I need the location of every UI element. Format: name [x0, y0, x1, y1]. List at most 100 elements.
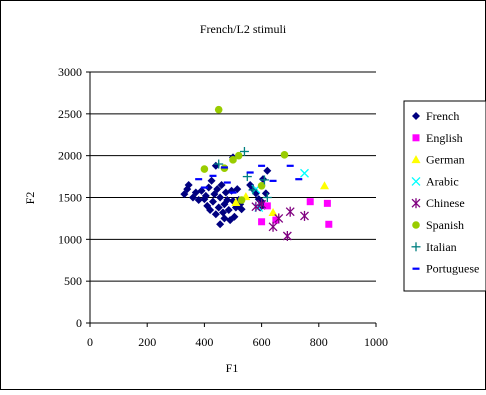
data-point [216, 220, 225, 229]
legend-marker [411, 176, 421, 186]
data-point [246, 171, 254, 174]
marker-shape [195, 178, 203, 181]
data-point [325, 220, 333, 228]
marker-shape [214, 203, 223, 212]
x-tick-label: 800 [310, 335, 328, 349]
marker-shape [220, 214, 229, 223]
x-tick-label: 200 [138, 335, 156, 349]
marker-shape [201, 191, 210, 200]
legend-box [403, 100, 486, 292]
legend-label: German [426, 153, 465, 167]
data-point [257, 199, 267, 210]
marker-shape [184, 180, 193, 189]
data-point [300, 210, 309, 221]
marker-shape [411, 155, 421, 164]
marker-shape [263, 202, 271, 210]
marker-shape [272, 216, 280, 224]
marker-shape [233, 185, 242, 194]
legend-marker [411, 242, 421, 252]
marker-shape [220, 166, 228, 169]
y-tick-label: 0 [76, 316, 82, 330]
marker-shape [211, 210, 220, 219]
data-point [259, 175, 269, 185]
marker-shape [206, 206, 215, 215]
data-point [214, 159, 224, 169]
data-point [191, 188, 200, 197]
data-point [248, 185, 258, 195]
data-point [285, 206, 295, 217]
x-axis-label: F1 [226, 361, 239, 375]
data-point [269, 179, 277, 182]
data-point [223, 196, 232, 205]
marker-shape [200, 186, 208, 189]
legend-label: Chinese [426, 196, 465, 210]
marker-shape [221, 188, 230, 197]
legend-marker [412, 221, 420, 229]
marker-shape [197, 186, 206, 195]
data-point [207, 176, 216, 185]
data-point [213, 185, 222, 194]
marker-shape [209, 174, 217, 177]
data-point [220, 166, 228, 169]
legend-marker [411, 198, 421, 209]
data-point [209, 174, 217, 177]
data-point [221, 188, 230, 197]
data-point [258, 164, 266, 167]
data-point [233, 185, 242, 194]
data-point [216, 193, 225, 202]
data-point [272, 216, 280, 224]
data-point [224, 206, 233, 215]
marker-shape [412, 267, 420, 270]
data-point [217, 180, 226, 189]
marker-shape [412, 221, 420, 229]
data-point [214, 203, 223, 212]
legend-label: Italian [426, 240, 457, 254]
marker-shape [229, 156, 237, 164]
marker-shape [320, 181, 330, 190]
y-tick-label: 1500 [58, 191, 82, 205]
data-point [214, 105, 223, 114]
marker-shape [246, 171, 254, 174]
x-tick-label: 600 [253, 335, 271, 349]
data-point [237, 196, 246, 204]
legend-label: Portuguese [426, 262, 479, 276]
data-point [230, 212, 239, 221]
data-point [251, 201, 261, 212]
marker-shape [306, 198, 314, 206]
data-point [204, 183, 213, 192]
marker-shape [237, 205, 246, 214]
data-point [263, 202, 271, 210]
axes: 0 500 1000 1500 2000 2500 3000 0 200 400 600 800 100… [58, 65, 388, 349]
marker-shape [208, 197, 217, 206]
marker-shape [229, 191, 237, 194]
data-point [184, 180, 193, 189]
y-tick-label: 2500 [58, 107, 82, 121]
data-point [206, 206, 215, 215]
marker-shape [216, 193, 225, 202]
marker-shape [258, 164, 266, 167]
data-point [323, 199, 331, 207]
data-point [200, 186, 208, 189]
y-tick-label: 2000 [58, 149, 82, 163]
data-point [234, 151, 243, 160]
y-tick-label: 500 [64, 274, 82, 288]
marker-shape [257, 181, 266, 190]
chart-title: French/L2 stimuli [200, 22, 287, 36]
legend-label: French [426, 109, 459, 123]
data-points [180, 105, 333, 241]
data-point [262, 193, 272, 202]
data-point [282, 230, 292, 241]
data-point [268, 221, 278, 232]
data-point [195, 178, 203, 181]
marker-shape [231, 198, 241, 207]
data-point [194, 196, 203, 205]
marker-shape [204, 183, 213, 192]
data-point [257, 181, 266, 190]
marker-shape [280, 151, 289, 159]
gridlines [90, 71, 376, 282]
data-point [239, 146, 249, 156]
y-tick-label: 1000 [58, 232, 82, 246]
data-point [280, 151, 289, 159]
data-point [320, 181, 330, 190]
